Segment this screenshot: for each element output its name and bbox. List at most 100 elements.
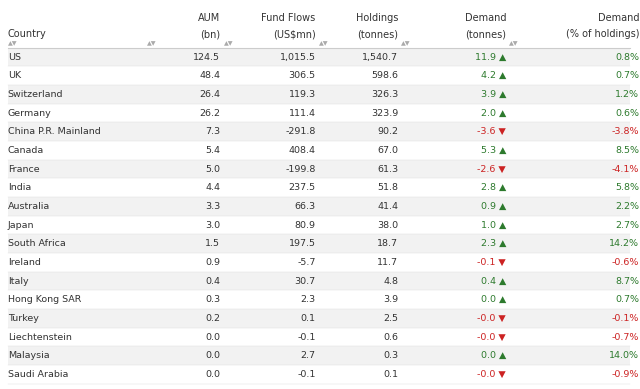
Text: China P.R. Mainland: China P.R. Mainland [8,127,100,136]
Text: -0.0 ▼: -0.0 ▼ [477,370,506,379]
Text: Italy: Italy [8,277,28,286]
Text: Germany: Germany [8,109,51,117]
Text: (tonnes): (tonnes) [357,29,398,39]
Text: 408.4: 408.4 [289,146,316,155]
Text: AUM: AUM [198,13,220,23]
Text: 124.5: 124.5 [193,53,220,61]
Bar [8,160,630,179]
Text: 0.0 ▲: 0.0 ▲ [481,295,506,304]
Text: -0.1%: -0.1% [612,314,639,323]
Text: 2.5: 2.5 [383,314,398,323]
Text: 0.7%: 0.7% [615,71,639,80]
Bar [8,104,630,123]
Text: -4.1%: -4.1% [612,165,639,173]
Text: -0.1: -0.1 [297,333,316,342]
Bar [8,141,630,160]
Text: 1.0 ▲: 1.0 ▲ [481,221,506,230]
Bar [8,365,630,384]
Text: 0.4 ▲: 0.4 ▲ [481,277,506,286]
Text: 0.2: 0.2 [205,314,220,323]
Text: 2.3 ▲: 2.3 ▲ [481,239,506,248]
Bar [8,216,630,235]
Text: 0.8%: 0.8% [615,53,639,61]
Text: ▲▼: ▲▼ [223,41,233,46]
Text: 8.7%: 8.7% [615,277,639,286]
Text: -291.8: -291.8 [285,127,316,136]
Text: 0.3: 0.3 [383,351,398,360]
Text: Canada: Canada [8,146,44,155]
Text: 0.0 ▲: 0.0 ▲ [481,351,506,360]
Bar [8,291,630,309]
Text: Switzerland: Switzerland [8,90,63,99]
Text: 2.7: 2.7 [301,351,316,360]
Text: 11.7: 11.7 [377,258,398,267]
Text: (US$mn): (US$mn) [273,29,316,39]
Text: ▲▼: ▲▼ [319,41,328,46]
Text: ▲▼: ▲▼ [147,41,157,46]
Text: 111.4: 111.4 [289,109,316,117]
Bar [8,309,630,328]
Text: 5.3 ▲: 5.3 ▲ [481,146,506,155]
Text: India: India [8,183,31,192]
Text: 51.8: 51.8 [377,183,398,192]
Text: 2.0 ▲: 2.0 ▲ [481,109,506,117]
Text: -0.1: -0.1 [297,370,316,379]
Text: 5.4: 5.4 [205,146,220,155]
Text: South Africa: South Africa [8,239,65,248]
Text: 598.6: 598.6 [371,71,398,80]
Text: 197.5: 197.5 [289,239,316,248]
Text: 4.4: 4.4 [205,183,220,192]
Bar [8,328,630,347]
Text: Holdings: Holdings [356,13,398,23]
Text: 1.5: 1.5 [205,239,220,248]
Text: Ireland: Ireland [8,258,40,267]
Text: 41.4: 41.4 [377,202,398,211]
Text: 14.0%: 14.0% [609,351,639,360]
Text: 0.1: 0.1 [301,314,316,323]
Text: 61.3: 61.3 [377,165,398,173]
Text: France: France [8,165,40,173]
Bar [8,123,630,141]
Text: 2.3: 2.3 [300,295,316,304]
Text: 2.2%: 2.2% [615,202,639,211]
Text: 26.2: 26.2 [200,109,220,117]
Text: Demand: Demand [465,13,506,23]
Text: 3.9 ▲: 3.9 ▲ [481,90,506,99]
Text: 306.5: 306.5 [289,71,316,80]
Text: -5.7: -5.7 [297,258,316,267]
Text: Demand: Demand [598,13,639,23]
Bar [8,253,630,272]
Text: Hong Kong SAR: Hong Kong SAR [8,295,81,304]
Text: (bn): (bn) [200,29,220,39]
Text: 38.0: 38.0 [377,221,398,230]
Text: 66.3: 66.3 [294,202,316,211]
Text: 5.8%: 5.8% [615,183,639,192]
Text: -0.7%: -0.7% [612,333,639,342]
Text: 5.0: 5.0 [205,165,220,173]
Text: 90.2: 90.2 [377,127,398,136]
Text: -0.6%: -0.6% [612,258,639,267]
Text: -199.8: -199.8 [285,165,316,173]
Bar [8,235,630,253]
Text: 30.7: 30.7 [294,277,316,286]
Text: 326.3: 326.3 [371,90,398,99]
Text: 8.5%: 8.5% [615,146,639,155]
Text: Australia: Australia [8,202,50,211]
Text: Japan: Japan [8,221,34,230]
Bar [8,85,630,104]
Text: ▲▼: ▲▼ [401,41,411,46]
Text: 1,540.7: 1,540.7 [362,53,398,61]
Text: 0.4: 0.4 [205,277,220,286]
Text: -2.6 ▼: -2.6 ▼ [477,165,506,173]
Text: 3.9: 3.9 [383,295,398,304]
Text: 0.0: 0.0 [205,333,220,342]
Text: 1.2%: 1.2% [615,90,639,99]
Text: (% of holdings): (% of holdings) [566,29,639,39]
Text: 2.7%: 2.7% [615,221,639,230]
Text: 80.9: 80.9 [294,221,316,230]
Text: -3.6 ▼: -3.6 ▼ [477,127,506,136]
Text: 48.4: 48.4 [200,71,220,80]
Text: -0.1 ▼: -0.1 ▼ [477,258,506,267]
Text: Country: Country [8,29,47,39]
Text: 0.3: 0.3 [205,295,220,304]
